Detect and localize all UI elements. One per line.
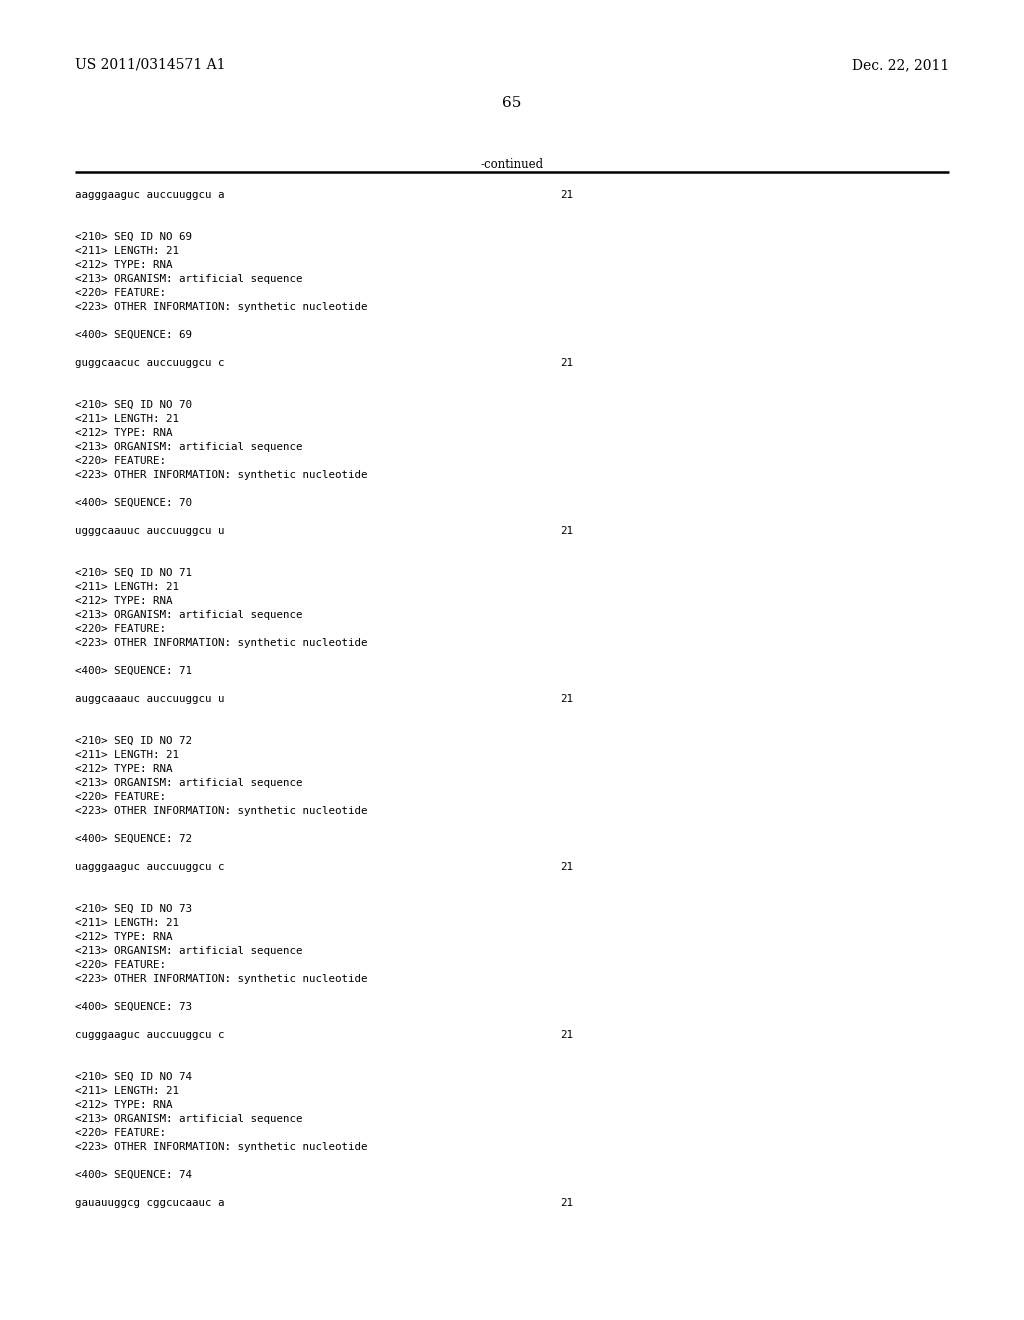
- Text: <212> TYPE: RNA: <212> TYPE: RNA: [75, 764, 172, 774]
- Text: guggcaacuc auccuuggcu c: guggcaacuc auccuuggcu c: [75, 358, 224, 368]
- Text: <400> SEQUENCE: 73: <400> SEQUENCE: 73: [75, 1002, 193, 1012]
- Text: <220> FEATURE:: <220> FEATURE:: [75, 455, 166, 466]
- Text: <400> SEQUENCE: 70: <400> SEQUENCE: 70: [75, 498, 193, 508]
- Text: 65: 65: [503, 96, 521, 110]
- Text: <210> SEQ ID NO 70: <210> SEQ ID NO 70: [75, 400, 193, 411]
- Text: cugggaaguc auccuuggcu c: cugggaaguc auccuuggcu c: [75, 1030, 224, 1040]
- Text: <213> ORGANISM: artificial sequence: <213> ORGANISM: artificial sequence: [75, 946, 302, 956]
- Text: US 2011/0314571 A1: US 2011/0314571 A1: [75, 58, 225, 73]
- Text: <400> SEQUENCE: 74: <400> SEQUENCE: 74: [75, 1170, 193, 1180]
- Text: <400> SEQUENCE: 72: <400> SEQUENCE: 72: [75, 834, 193, 843]
- Text: <210> SEQ ID NO 71: <210> SEQ ID NO 71: [75, 568, 193, 578]
- Text: uagggaaguc auccuuggcu c: uagggaaguc auccuuggcu c: [75, 862, 224, 873]
- Text: <212> TYPE: RNA: <212> TYPE: RNA: [75, 932, 172, 942]
- Text: <213> ORGANISM: artificial sequence: <213> ORGANISM: artificial sequence: [75, 1114, 302, 1125]
- Text: Dec. 22, 2011: Dec. 22, 2011: [852, 58, 949, 73]
- Text: <213> ORGANISM: artificial sequence: <213> ORGANISM: artificial sequence: [75, 610, 302, 620]
- Text: aagggaaguc auccuuggcu a: aagggaaguc auccuuggcu a: [75, 190, 224, 201]
- Text: 21: 21: [560, 694, 573, 704]
- Text: <211> LENGTH: 21: <211> LENGTH: 21: [75, 582, 179, 591]
- Text: <220> FEATURE:: <220> FEATURE:: [75, 624, 166, 634]
- Text: <210> SEQ ID NO 73: <210> SEQ ID NO 73: [75, 904, 193, 913]
- Text: <212> TYPE: RNA: <212> TYPE: RNA: [75, 1100, 172, 1110]
- Text: <400> SEQUENCE: 69: <400> SEQUENCE: 69: [75, 330, 193, 341]
- Text: ugggcaauuc auccuuggcu u: ugggcaauuc auccuuggcu u: [75, 525, 224, 536]
- Text: <211> LENGTH: 21: <211> LENGTH: 21: [75, 246, 179, 256]
- Text: <210> SEQ ID NO 74: <210> SEQ ID NO 74: [75, 1072, 193, 1082]
- Text: <211> LENGTH: 21: <211> LENGTH: 21: [75, 750, 179, 760]
- Text: <223> OTHER INFORMATION: synthetic nucleotide: <223> OTHER INFORMATION: synthetic nucle…: [75, 974, 368, 983]
- Text: 21: 21: [560, 525, 573, 536]
- Text: <220> FEATURE:: <220> FEATURE:: [75, 960, 166, 970]
- Text: <223> OTHER INFORMATION: synthetic nucleotide: <223> OTHER INFORMATION: synthetic nucle…: [75, 638, 368, 648]
- Text: <213> ORGANISM: artificial sequence: <213> ORGANISM: artificial sequence: [75, 275, 302, 284]
- Text: <212> TYPE: RNA: <212> TYPE: RNA: [75, 597, 172, 606]
- Text: 21: 21: [560, 862, 573, 873]
- Text: <212> TYPE: RNA: <212> TYPE: RNA: [75, 260, 172, 271]
- Text: <211> LENGTH: 21: <211> LENGTH: 21: [75, 917, 179, 928]
- Text: <220> FEATURE:: <220> FEATURE:: [75, 288, 166, 298]
- Text: <223> OTHER INFORMATION: synthetic nucleotide: <223> OTHER INFORMATION: synthetic nucle…: [75, 302, 368, 312]
- Text: -continued: -continued: [480, 158, 544, 172]
- Text: <400> SEQUENCE: 71: <400> SEQUENCE: 71: [75, 667, 193, 676]
- Text: gauauuggcg cggcucaauc a: gauauuggcg cggcucaauc a: [75, 1199, 224, 1208]
- Text: <223> OTHER INFORMATION: synthetic nucleotide: <223> OTHER INFORMATION: synthetic nucle…: [75, 470, 368, 480]
- Text: <211> LENGTH: 21: <211> LENGTH: 21: [75, 1086, 179, 1096]
- Text: <212> TYPE: RNA: <212> TYPE: RNA: [75, 428, 172, 438]
- Text: <213> ORGANISM: artificial sequence: <213> ORGANISM: artificial sequence: [75, 777, 302, 788]
- Text: <220> FEATURE:: <220> FEATURE:: [75, 1129, 166, 1138]
- Text: <220> FEATURE:: <220> FEATURE:: [75, 792, 166, 803]
- Text: 21: 21: [560, 190, 573, 201]
- Text: 21: 21: [560, 1199, 573, 1208]
- Text: <213> ORGANISM: artificial sequence: <213> ORGANISM: artificial sequence: [75, 442, 302, 451]
- Text: 21: 21: [560, 358, 573, 368]
- Text: auggcaaauc auccuuggcu u: auggcaaauc auccuuggcu u: [75, 694, 224, 704]
- Text: <211> LENGTH: 21: <211> LENGTH: 21: [75, 414, 179, 424]
- Text: <223> OTHER INFORMATION: synthetic nucleotide: <223> OTHER INFORMATION: synthetic nucle…: [75, 1142, 368, 1152]
- Text: 21: 21: [560, 1030, 573, 1040]
- Text: <210> SEQ ID NO 72: <210> SEQ ID NO 72: [75, 737, 193, 746]
- Text: <223> OTHER INFORMATION: synthetic nucleotide: <223> OTHER INFORMATION: synthetic nucle…: [75, 807, 368, 816]
- Text: <210> SEQ ID NO 69: <210> SEQ ID NO 69: [75, 232, 193, 242]
